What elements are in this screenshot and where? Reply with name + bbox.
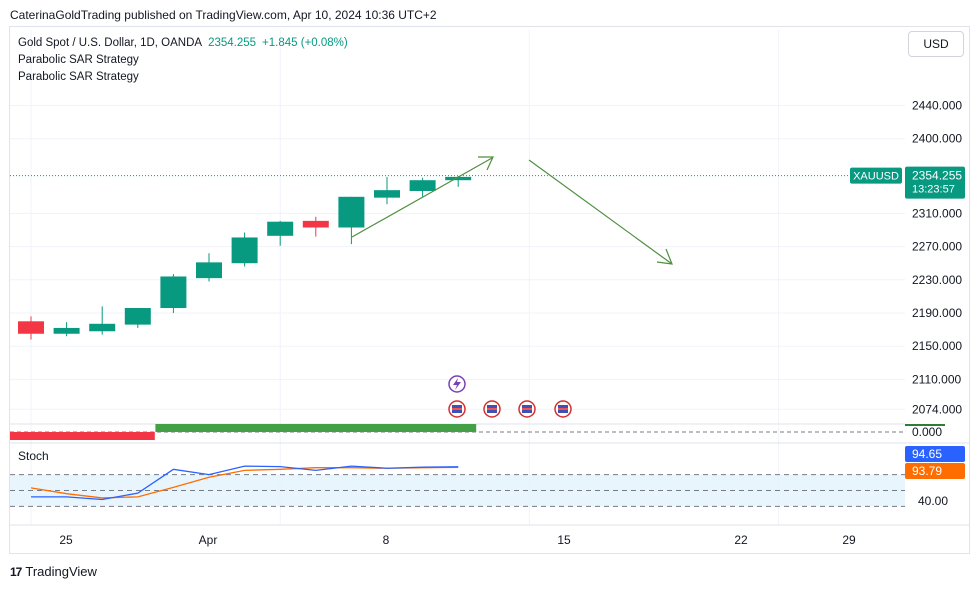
candle-body [53, 327, 80, 334]
candle-body [160, 276, 187, 309]
strategy-green-bar [155, 424, 477, 432]
stoch-level-label: 40.00 [918, 494, 948, 508]
price-axis-label: 2074.000 [912, 402, 962, 416]
candle-body [409, 180, 436, 191]
currency-button[interactable]: USD [908, 31, 964, 57]
price-axis-label: 2310.000 [912, 206, 962, 220]
price-badge-countdown: 13:23:57 [912, 184, 955, 196]
candle-body [18, 321, 44, 334]
candle-body [267, 221, 294, 236]
trend-arrow-up-head [478, 156, 494, 171]
candle-body [338, 196, 365, 228]
strategy-zero-label: 0.000 [912, 425, 942, 439]
time-axis-label: 25 [59, 533, 73, 547]
symbol-badge-bg [850, 167, 902, 184]
event-icons [448, 375, 572, 418]
symbol-title[interactable]: Gold Spot / U.S. Dollar, 1D, OANDA [18, 37, 203, 49]
time-axis-label: 15 [557, 533, 571, 547]
price-axis-label: 2110.000 [912, 372, 961, 386]
legend-price: 2354.255 [208, 37, 257, 49]
price-badge-bg [905, 166, 965, 199]
trend-arrow-down-head [656, 248, 673, 265]
price-axis-label: 2270.000 [912, 240, 962, 254]
candle-body [445, 176, 472, 181]
chart-frame [9, 26, 970, 554]
footer-brand[interactable]: 17 TradingView [10, 564, 97, 579]
strategy-label-1[interactable]: Parabolic SAR Strategy [18, 54, 139, 66]
publisher-line: CaterinaGoldTrading published on Trading… [10, 8, 437, 22]
trend-arrow-up [351, 156, 494, 238]
strategy-label-2[interactable]: Parabolic SAR Strategy [18, 71, 139, 83]
price-axis-label: 2440.000 [912, 99, 962, 113]
footer-brand-text: TradingView [25, 564, 97, 579]
price-axis-label: 2150.000 [912, 339, 962, 353]
candle-body [231, 237, 258, 264]
trend-arrow-down-line [528, 159, 673, 265]
symbol-badge-text: XAUUSD [853, 171, 899, 183]
strategy-red-bar [10, 432, 155, 440]
candle-body [89, 323, 116, 332]
legend-change: +1.845 (+0.08%) [262, 37, 348, 49]
price-axis-label: 2230.000 [912, 273, 962, 287]
candle-body [302, 220, 329, 228]
stoch-d-badge [905, 463, 965, 479]
chart-legend: Gold Spot / U.S. Dollar, 1D, OANDA 2354.2… [18, 35, 348, 86]
time-axis-label: Apr [199, 533, 218, 547]
stoch-k-line [31, 465, 459, 501]
price-badge-value: 2354.255 [912, 169, 962, 183]
time-axis-label: 22 [734, 533, 748, 547]
candle-body [374, 190, 400, 198]
candle-body [124, 308, 151, 325]
candle-body [196, 262, 222, 279]
stoch-k-value: 94.65 [912, 447, 942, 461]
stoch-k-badge [905, 446, 965, 462]
tradingview-logo-icon: 17 [10, 564, 22, 579]
strategy-axis-marker [905, 424, 945, 426]
trend-arrow-up-line [351, 157, 493, 238]
trend-arrow-down [528, 159, 673, 265]
stoch-d-value: 93.79 [912, 464, 942, 478]
price-axis-label: 2190.000 [912, 306, 962, 320]
stoch-label[interactable]: Stoch [18, 449, 49, 463]
lightning-icon-bolt [453, 378, 461, 390]
time-axis-label: 8 [383, 533, 390, 547]
price-axis-label: 2400.000 [912, 132, 962, 146]
time-axis-label: 29 [842, 533, 856, 547]
